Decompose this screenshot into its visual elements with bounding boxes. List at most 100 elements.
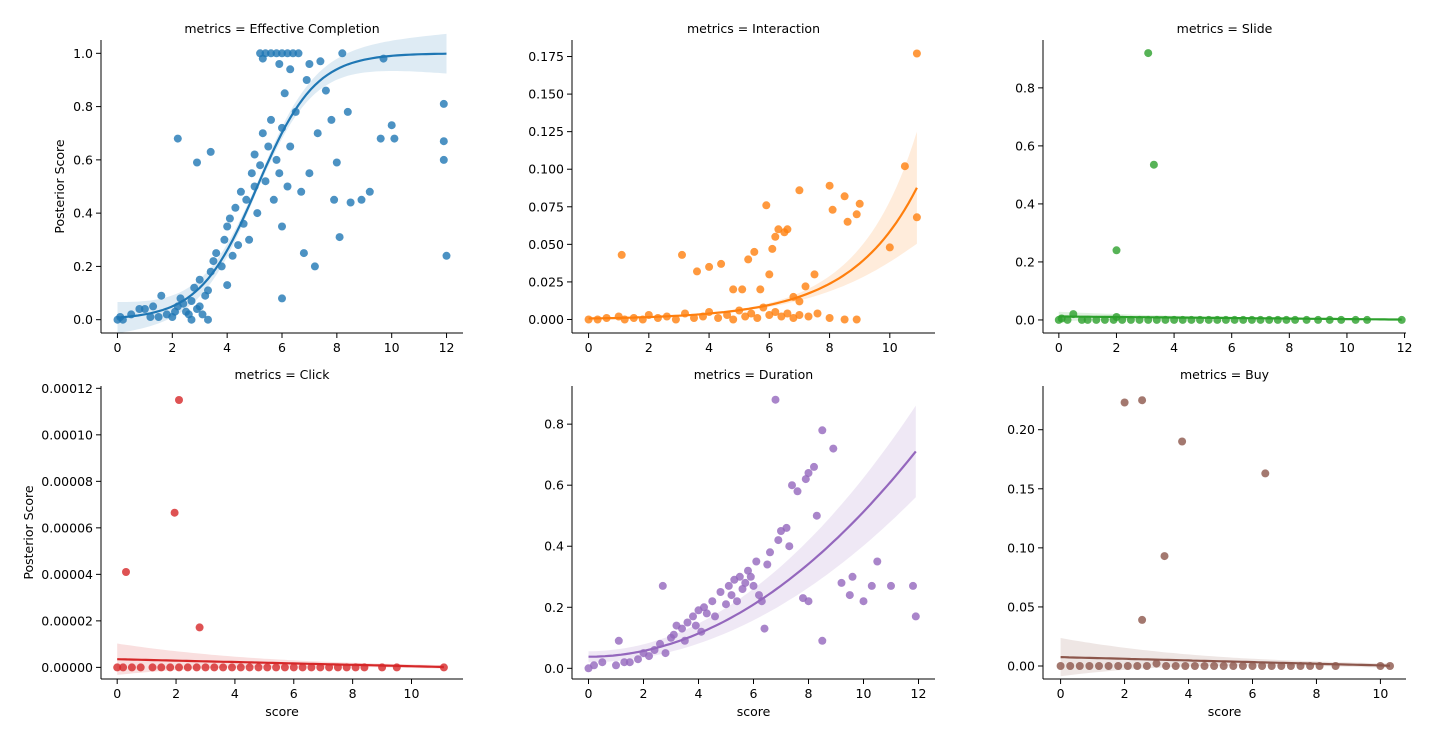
scatter-point [113,663,122,672]
scatter-point [765,311,774,319]
scatter-point [297,187,306,196]
scatter-point [245,235,254,244]
y-tick-label: 0.20 [1007,422,1035,437]
y-tick-label: 0.075 [528,199,564,214]
scatter-point [845,591,854,600]
scatter-point [272,663,281,672]
scatter-point [756,285,765,294]
x-axis-label: score [265,704,299,719]
x-axis-label: score [737,704,771,719]
scatter-point [1248,662,1257,670]
x-tick-label: 12 [1397,340,1413,355]
scatter-point [209,257,218,266]
x-tick-label: 4 [695,686,703,701]
scatter-point [848,572,857,581]
y-tick-label: 0.2 [1015,254,1035,269]
scatter-point [343,107,352,116]
scatter-point [278,49,286,58]
scatter-point [338,49,347,58]
scatter-point [727,591,736,600]
scatter-point [744,255,753,264]
scatter-point [231,203,240,212]
scatter-point [1386,662,1394,670]
scatter-point [590,661,598,670]
scatter-point [263,663,272,672]
scatter-point [744,566,752,575]
scatter-point [1171,662,1180,670]
scatter-point [220,235,229,244]
scatter-point [859,597,868,606]
scatter-point [119,663,128,672]
x-tick-label: 0 [113,686,121,701]
scatter-point [818,426,827,435]
facet-panel: 0 2 4 6 8 10 12 0.0 0.2 0.4 0.6 0.8 metrics = Durati… [544,367,935,719]
x-tick-label: 6 [290,686,298,701]
y-tick-label: 0.00012 [41,381,93,396]
x-tick-label: 12 [439,340,455,355]
scatter-point [223,281,232,290]
x-tick-label: 8 [1312,686,1320,701]
scatter-point [330,195,339,204]
scatter-point [753,314,762,322]
scatter-point [316,57,325,66]
scatter-point [717,259,726,268]
scatter-point [136,663,145,672]
scatter-point [228,663,236,672]
scatter-point [280,89,289,98]
scatter-point [614,636,623,645]
scatter-point [210,663,219,672]
scatter-point [187,297,196,305]
scatter-point [387,121,396,130]
scatter-point [286,142,295,151]
scatter-point [275,169,284,178]
scatter-point [771,395,780,404]
scatter-point [810,270,819,279]
scatter-point [900,162,909,171]
scatter-point [825,314,834,322]
regression-line [588,187,918,320]
scatter-point [286,65,295,74]
scatter-point [729,285,738,294]
scatter-point [852,210,861,219]
scatter-point [766,548,774,557]
facet-panel: 0 2 4 6 8 10 0.000 0.025 0.050 0.075 0.100 0.125 0.1… [528,21,935,355]
x-tick-label: 2 [172,686,180,701]
scatter-point [272,49,281,58]
y-tick-label: 0.050 [528,237,564,252]
scatter-point [763,560,772,569]
regression-line [117,52,447,319]
scatter-point [843,217,852,226]
scatter-point [1190,662,1199,670]
x-tick-label: 0 [585,686,593,701]
y-tick-label: 0.6 [73,152,93,167]
scatter-point [783,225,792,234]
scatter-point [762,201,771,210]
scatter-point [714,314,723,322]
regression-line [1060,656,1391,667]
scatter-point [122,568,130,576]
scatter-point [1142,662,1151,670]
scatter-point [804,469,813,477]
y-tick-label: 0.000 [528,312,564,327]
scatter-point [149,302,158,311]
scatter-point [795,297,804,306]
scatter-point [887,581,895,590]
scatter-point [1238,662,1247,670]
scatter-point [187,315,196,324]
scatter-point [392,663,401,672]
y-tick-label: 1.0 [73,46,93,61]
scatter-point [302,76,311,84]
scatter-point [258,129,267,138]
y-tick-label: 0.025 [528,274,564,289]
scatter-point [700,603,708,612]
scatter-point [192,663,201,672]
scatter-point [840,192,849,201]
scatter-point [678,250,686,259]
scatter-point [157,663,166,672]
scatter-point [735,572,744,581]
scatter-point [1258,662,1267,670]
y-tick-label: 0.00010 [41,427,93,442]
y-tick-label: 0.0 [1015,312,1035,327]
scatter-point [1200,662,1209,670]
y-tick-label: 0.2 [544,600,564,615]
